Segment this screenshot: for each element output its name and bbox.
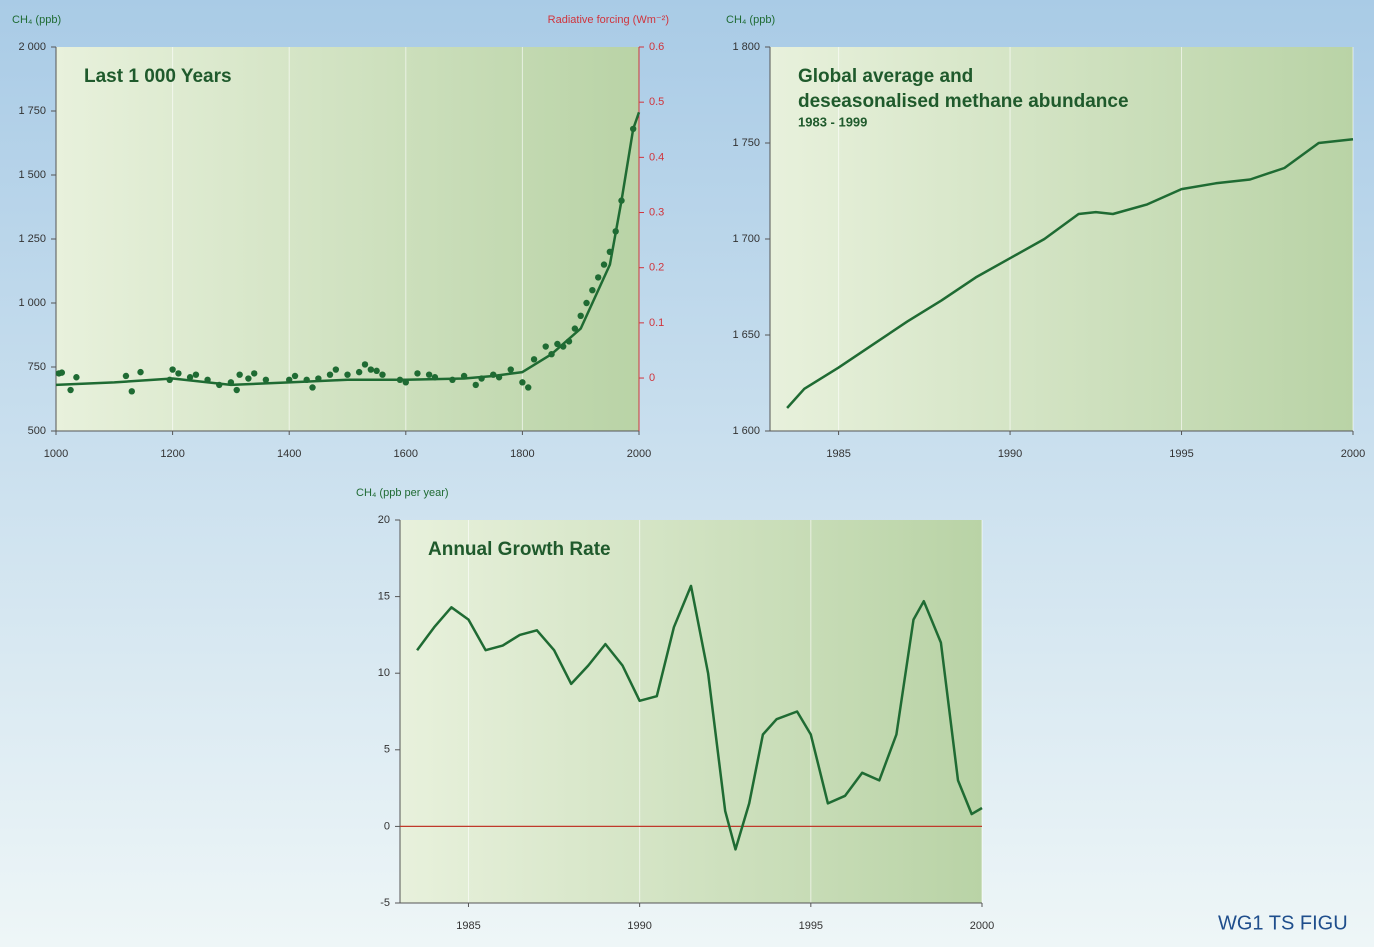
y-tick-label: 1 800 (732, 41, 760, 53)
plot-area (400, 520, 982, 903)
data-point (236, 371, 243, 378)
data-point (291, 372, 299, 380)
data-point (542, 343, 549, 350)
data-line (786, 137, 1354, 409)
data-point (472, 381, 479, 389)
y-tick-label: 1 500 (18, 169, 46, 181)
chart-title: Annual Growth Rate (428, 539, 611, 560)
y-tick-label: 750 (28, 361, 46, 373)
data-line (55, 111, 641, 387)
data-point (577, 312, 584, 319)
data-point (192, 371, 200, 378)
data-point (600, 261, 608, 268)
y2-tick-label: 0.6 (649, 41, 664, 53)
data-point (332, 366, 340, 373)
data-point (309, 384, 316, 391)
data-point (326, 371, 334, 378)
chart-title: deseasonalised methane abundance (798, 91, 1129, 112)
data-point (128, 388, 135, 395)
y-tick-label: 1 750 (732, 137, 760, 149)
x-tick-label: 1800 (510, 448, 534, 460)
footer: WG1 TS FIGU (1218, 912, 1348, 934)
y-tick-label: 500 (28, 425, 46, 437)
data-point (583, 299, 590, 307)
y-tick-label: 1 250 (18, 233, 46, 245)
y-tick-label: 1 600 (732, 425, 760, 437)
y2-tick-label: 0.2 (649, 262, 664, 274)
y-tick-label: 0 (384, 820, 390, 832)
data-point (414, 370, 421, 377)
y2-tick-label: 0 (649, 372, 655, 384)
y-tick-label: 1 000 (18, 297, 46, 309)
data-point (67, 386, 74, 394)
x-tick-label: 2000 (970, 920, 994, 932)
x-tick-label: 1985 (456, 920, 480, 932)
data-point (233, 386, 240, 394)
data-point (571, 325, 579, 332)
chart-title: Global average and (798, 66, 973, 87)
y2-tick-label: 0.3 (649, 206, 664, 218)
data-point (73, 374, 80, 381)
data-point (169, 366, 176, 373)
data-point (425, 371, 433, 378)
data-point (251, 370, 258, 377)
y-tick-label: 10 (378, 667, 390, 679)
chart-title: Last 1 000 Years (84, 66, 232, 87)
data-point (122, 372, 130, 380)
x-tick-label: 1600 (394, 448, 418, 460)
y-tick-label: -5 (380, 897, 390, 909)
data-point (355, 368, 363, 376)
y-tick-label: 5 (384, 744, 390, 756)
data-point (137, 368, 144, 376)
y2-tick-label: 0.1 (649, 317, 664, 329)
y-axis-label: CH₄ (ppb) (726, 14, 775, 26)
y2-tick-label: 0.5 (649, 96, 664, 108)
data-point (507, 366, 514, 373)
y-axis-label: CH₄ (ppb per year) (356, 487, 449, 499)
x-tick-label: 1000 (44, 448, 68, 460)
data-point (262, 376, 270, 383)
plot-area (770, 47, 1353, 431)
y-tick-label: 1 700 (732, 233, 760, 245)
data-line (416, 584, 983, 851)
data-point (379, 371, 386, 378)
data-point (58, 369, 66, 376)
data-point (525, 384, 532, 391)
data-point (361, 361, 369, 368)
y-tick-label: 15 (378, 591, 390, 603)
y2-tick-label: 0.4 (649, 151, 664, 163)
x-tick-label: 1990 (998, 448, 1022, 460)
data-point (594, 274, 602, 281)
y-tick-label: 1 750 (18, 105, 46, 117)
data-point (367, 366, 375, 373)
x-tick-label: 2000 (627, 448, 651, 460)
x-tick-label: 1995 (1169, 448, 1193, 460)
y-tick-label: 1 650 (732, 329, 760, 341)
x-tick-label: 1985 (826, 448, 850, 460)
data-point (373, 367, 380, 375)
data-point (245, 375, 252, 382)
y-axis-label: CH₄ (ppb) (12, 14, 61, 26)
x-tick-label: 1995 (799, 920, 823, 932)
data-point (186, 374, 194, 381)
y2-axis-label: Radiative forcing (Wm⁻²) (548, 14, 669, 26)
data-point (554, 340, 561, 348)
x-tick-label: 1200 (160, 448, 184, 460)
data-point (344, 371, 351, 378)
data-point (589, 287, 596, 294)
y-tick-label: 20 (378, 514, 390, 526)
data-point (519, 379, 526, 386)
data-point (175, 370, 182, 377)
y-tick-label: 2 000 (18, 41, 46, 53)
x-tick-label: 1400 (277, 448, 301, 460)
plot-area (56, 47, 639, 431)
x-tick-label: 2000 (1341, 448, 1365, 460)
chart-subtitle: 1983 - 1999 (798, 114, 867, 129)
data-point (530, 356, 538, 363)
x-tick-label: 1990 (627, 920, 651, 932)
